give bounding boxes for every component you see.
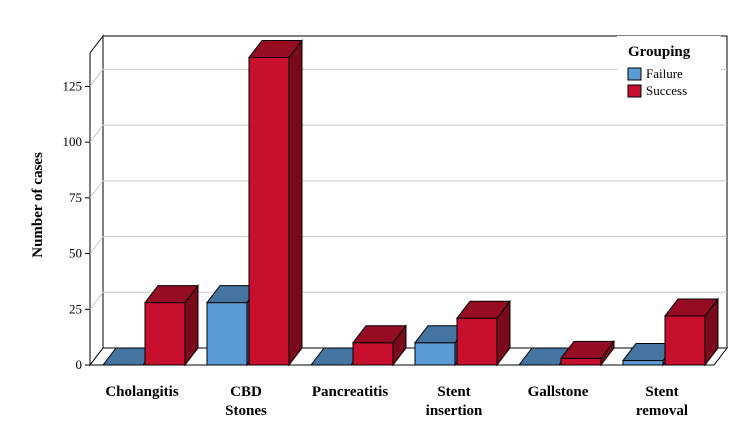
y-tick-label: 75 xyxy=(69,190,82,205)
gridlines xyxy=(89,68,727,310)
y-axis-title: Number of cases xyxy=(30,152,46,258)
bar-front xyxy=(456,317,498,366)
left-wall xyxy=(89,34,104,367)
x-tick-label: CBD Stones xyxy=(225,384,267,419)
bar-top xyxy=(247,39,304,58)
gridline xyxy=(89,180,727,199)
bars xyxy=(101,38,720,367)
gridline xyxy=(89,291,727,310)
bar-top xyxy=(559,340,616,359)
legend-item-success: Success xyxy=(627,83,687,98)
bar-front xyxy=(144,302,186,366)
y-tick-label: 100 xyxy=(63,134,83,149)
bar-front xyxy=(560,357,602,366)
bar-top xyxy=(455,300,512,319)
y-axis-ticks: 0 25 50 75 100 125 xyxy=(63,78,90,372)
y-tick-label: 50 xyxy=(69,246,82,261)
legend-label: Failure xyxy=(646,66,683,81)
x-tick-label: Stent insertion xyxy=(426,384,483,419)
legend-swatch xyxy=(627,67,642,81)
legend-label: Success xyxy=(646,83,687,98)
gridline xyxy=(89,68,727,87)
bar-front xyxy=(248,56,290,366)
legend-items: Failure Success xyxy=(627,66,687,98)
gridline xyxy=(89,124,727,143)
bar-front xyxy=(664,315,706,366)
bar-success-0 xyxy=(143,284,200,367)
bar-front xyxy=(206,302,248,366)
bar-success-4 xyxy=(559,339,616,367)
x-tick-label: Stent removal xyxy=(636,384,688,419)
x-tick-label: Pancreatitis xyxy=(312,384,389,400)
x-tick-label: Gallstone xyxy=(528,384,589,400)
y-tick-label: 125 xyxy=(63,78,83,93)
legend-title: Grouping xyxy=(628,44,691,60)
bar-front xyxy=(414,342,456,366)
legend: Grouping Failure Success xyxy=(617,36,721,106)
x-tick-label: Cholangitis xyxy=(105,384,179,400)
bar-success-1 xyxy=(247,38,304,367)
bar-success-3 xyxy=(455,299,512,367)
gridline xyxy=(89,236,727,254)
legend-swatch xyxy=(627,84,642,98)
bar-success-2 xyxy=(351,324,408,367)
x-axis-labels: Cholangitis CBD Stones Pancreatitis Stent ins… xyxy=(105,384,688,419)
bar-top xyxy=(143,285,200,304)
bar-front xyxy=(622,360,664,366)
bar-success-5 xyxy=(663,297,720,367)
bar-top xyxy=(351,325,408,344)
bar-front xyxy=(352,342,394,366)
legend-item-failure: Failure xyxy=(627,66,683,81)
y-tick-label: 25 xyxy=(69,301,82,316)
bar-side xyxy=(288,38,303,367)
y-tick-label: 0 xyxy=(76,357,83,372)
bar-top xyxy=(663,298,720,317)
